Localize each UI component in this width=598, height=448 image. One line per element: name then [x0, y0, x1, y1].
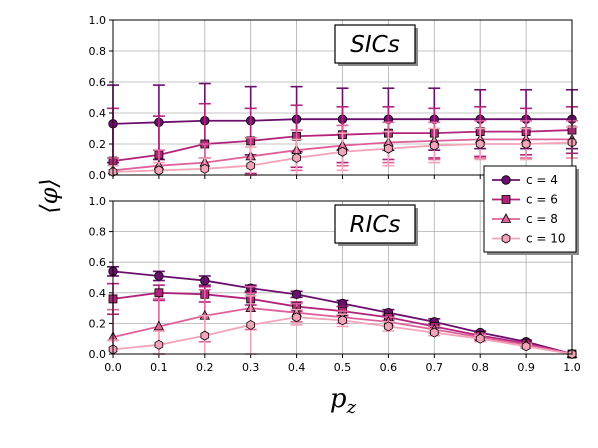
x-axis-label: pz: [330, 384, 357, 418]
legend-item-c6: c = 6: [492, 193, 558, 207]
series-c4: [107, 82, 578, 164]
y-tick-label: 0.2: [89, 138, 107, 151]
series-c10: [107, 126, 578, 177]
legend-marker: [501, 233, 511, 244]
y-tick-label: 0.4: [89, 287, 107, 300]
data-point: [154, 288, 164, 298]
data-point: [384, 321, 393, 332]
data-point: [338, 315, 347, 326]
y-tick-label: 0.8: [89, 45, 107, 58]
x-axis-label-symbol: p: [330, 384, 347, 414]
data-point: [200, 330, 210, 341]
y-tick-label: 1.0: [89, 14, 107, 27]
data-point: [521, 341, 531, 352]
legend-item-c10: c = 10: [492, 232, 566, 246]
y-axis-label: ⟨φ⟩: [35, 178, 63, 214]
legend-label: c = 4: [526, 173, 558, 187]
y-tick-label: 0.8: [89, 226, 107, 239]
plot-frame: [112, 19, 573, 176]
data-point: [475, 139, 485, 149]
legend-label: c = 6: [526, 193, 558, 207]
data-point: [475, 333, 485, 344]
annotation-box: [334, 24, 416, 64]
x-tick-label: 0.5: [334, 361, 352, 374]
data-point: [292, 152, 301, 163]
panel-rics: 0.0 0.2 0.4 0.6 0.8 1.0 RICs: [89, 195, 578, 361]
x-tick-label: 0.9: [517, 361, 535, 374]
data-point: [200, 163, 210, 174]
legend-marker: [501, 195, 511, 204]
panel-annotation: RICs: [350, 212, 401, 238]
data-point: [154, 339, 164, 350]
x-tick-label: 0.7: [426, 361, 444, 374]
data-point: [291, 289, 302, 300]
panel-sics: 0.0 0.2 0.4 0.6 0.8 1.0 SICs: [89, 14, 578, 182]
y-tick-label: 0.4: [89, 107, 107, 120]
legend-label: c = 10: [526, 232, 566, 246]
x-tick-label: 0.1: [150, 361, 168, 374]
legend-item-c4: c = 4: [492, 173, 558, 187]
x-tick-label: 0.0: [104, 361, 122, 374]
y-tick-label: 0.0: [89, 348, 107, 361]
data-point: [338, 146, 347, 157]
x-tick-label: 0.6: [380, 361, 398, 374]
legend: c = 4 c = 6 c = 8 c = 10: [483, 165, 579, 255]
x-tick-labels: 0.0 0.1 0.2 0.3 0.4 0.5 0.6 0.7 0.8 0.9 1.0: [104, 361, 581, 374]
data-point: [292, 312, 301, 323]
legend-item-c8: c = 8: [492, 212, 558, 226]
legend-marker: [501, 175, 511, 185]
data-point: [521, 139, 531, 149]
x-tick-label: 1.0: [563, 361, 581, 374]
plot-frame: [112, 200, 573, 355]
x-tick-label: 0.2: [196, 361, 214, 374]
y-tick-label: 0.2: [89, 317, 107, 330]
legend-label: c = 8: [526, 212, 558, 226]
series-c10: [107, 295, 577, 359]
x-axis-label-subscript: z: [346, 397, 357, 418]
y-tick-label: 1.0: [89, 195, 107, 208]
data-point: [246, 160, 256, 171]
panel-annotation: SICs: [350, 32, 399, 58]
data-point: [384, 143, 393, 154]
y-tick-label: 0.6: [89, 256, 107, 269]
data-point: [200, 275, 210, 286]
x-tick-label: 0.4: [288, 361, 306, 374]
data-point: [154, 165, 164, 176]
legend-marker: [500, 213, 512, 223]
y-tick-label: 0.0: [89, 169, 107, 182]
data-point: [429, 327, 439, 338]
x-tick-label: 0.3: [242, 361, 260, 374]
data-point: [429, 140, 439, 151]
data-point: [153, 320, 165, 331]
y-tick-label: 0.6: [89, 76, 107, 89]
data-point: [246, 319, 256, 330]
x-tick-label: 0.8: [471, 361, 489, 374]
data-point: [154, 271, 164, 281]
annotation-box: [334, 204, 416, 244]
